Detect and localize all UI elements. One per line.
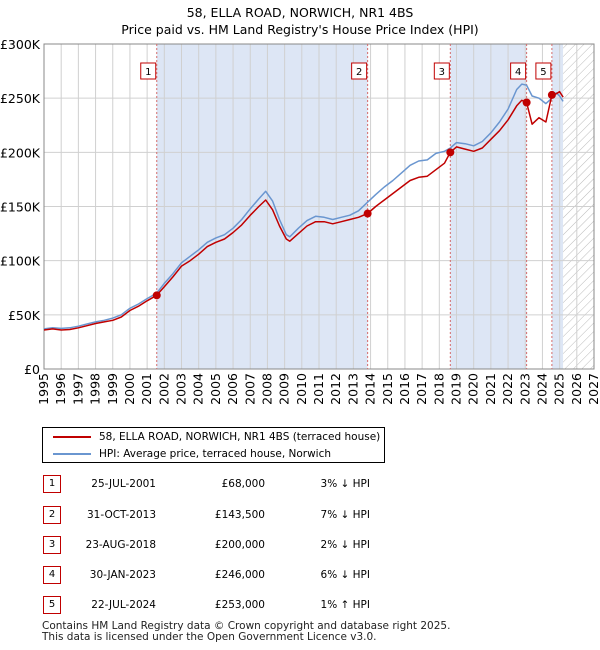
- table-row: 3 23-AUG-2018 £200,000 2% ↓ HPI: [0, 536, 600, 556]
- annotation-label: 1: [145, 67, 151, 78]
- table-row: 1 25-JUL-2001 £68,000 3% ↓ HPI: [0, 475, 600, 495]
- transaction-price: £68,000: [221, 478, 265, 490]
- x-tick-label: 2027: [586, 373, 600, 405]
- y-tick-label: £50K: [8, 308, 41, 323]
- transaction-hpi-diff: 7% ↓ HPI: [320, 509, 370, 521]
- x-tick-label: 2006: [225, 373, 240, 405]
- transaction-price: £143,500: [214, 509, 265, 521]
- transaction-hpi-diff: 1% ↑ HPI: [320, 599, 370, 611]
- transaction-date: 25-JUL-2001: [91, 478, 156, 490]
- x-tick-label: 2014: [363, 373, 378, 405]
- x-tick-label: 2015: [380, 373, 395, 405]
- table-row: 5 22-JUL-2024 £253,000 1% ↑ HPI: [0, 596, 600, 616]
- legend-price-swatch: [53, 436, 91, 438]
- transaction-number: 5: [43, 596, 61, 614]
- table-row: 4 30-JAN-2023 £246,000 6% ↓ HPI: [0, 566, 600, 586]
- transaction-number: 1: [43, 475, 61, 493]
- x-tick-label: 1996: [53, 373, 68, 405]
- table-row: 2 31-OCT-2013 £143,500 7% ↓ HPI: [0, 506, 600, 526]
- sale-point: [547, 90, 556, 99]
- annotation-box: [535, 62, 552, 80]
- x-tick-label: 2025: [552, 373, 567, 405]
- footer-line-2: This data is licensed under the Open Gov…: [42, 631, 377, 643]
- chart-title: 58, ELLA ROAD, NORWICH, NR1 4BS Price pa…: [0, 4, 600, 38]
- transaction-price: £253,000: [214, 599, 265, 611]
- x-tick-label: 2002: [156, 373, 171, 405]
- x-tick-label: 2005: [208, 373, 223, 405]
- x-tick-label: 2017: [414, 373, 429, 405]
- sale-point: [446, 148, 455, 157]
- x-tick-label: 2023: [517, 373, 532, 405]
- annotation-label: 3: [439, 67, 445, 78]
- price-paid-line: [43, 90, 564, 331]
- x-tick-label: 1999: [105, 373, 120, 405]
- transaction-price: £246,000: [214, 569, 265, 581]
- transaction-date: 31-OCT-2013: [87, 509, 156, 521]
- x-tick-label: 2024: [534, 373, 549, 405]
- transaction-number: 4: [43, 566, 61, 584]
- y-tick-label: £200K: [0, 145, 41, 160]
- x-tick-label: 1998: [88, 373, 103, 405]
- x-tick-label: 2021: [483, 373, 498, 405]
- x-tick-label: 2019: [449, 373, 464, 405]
- plot-frame: [43, 43, 595, 370]
- annotation-label: 5: [540, 67, 546, 78]
- x-tick-label: 2022: [500, 373, 515, 405]
- legend-price-label: 58, ELLA ROAD, NORWICH, NR1 4BS (terrace…: [99, 431, 381, 443]
- annotation-box: [140, 62, 157, 80]
- sale-point: [152, 291, 161, 300]
- title-line-1: 58, ELLA ROAD, NORWICH, NR1 4BS: [186, 5, 414, 20]
- transaction-date: 30-JAN-2023: [89, 569, 156, 581]
- transaction-number: 2: [43, 506, 61, 524]
- sale-point: [522, 98, 531, 107]
- y-tick-label: £100K: [0, 254, 41, 269]
- transaction-number: 3: [43, 536, 61, 554]
- transaction-date: 22-JUL-2024: [91, 599, 156, 611]
- x-tick-label: 2008: [259, 373, 274, 405]
- x-tick-label: 2011: [311, 373, 326, 405]
- legend-hpi-label: HPI: Average price, terraced house, Norw…: [99, 448, 332, 460]
- x-tick-label: 2004: [191, 373, 206, 405]
- y-tick-label: £300K: [0, 37, 41, 52]
- y-tick-label: £250K: [0, 91, 41, 106]
- transaction-date: 23-AUG-2018: [85, 539, 156, 551]
- x-tick-label: 2010: [294, 373, 309, 405]
- annotation-label: 4: [515, 67, 521, 78]
- annotation-label: 2: [356, 67, 362, 78]
- x-tick-label: 2000: [122, 373, 137, 405]
- x-tick-label: 2018: [431, 373, 446, 405]
- footer-attribution: Contains HM Land Registry data © Crown c…: [42, 621, 450, 643]
- transaction-price: £200,000: [214, 539, 265, 551]
- x-tick-label: 2026: [569, 373, 584, 405]
- footer-line-1: Contains HM Land Registry data © Crown c…: [42, 620, 451, 632]
- x-tick-label: 2007: [242, 373, 257, 405]
- x-tick-label: 2020: [466, 373, 481, 405]
- annotation-box: [433, 62, 450, 80]
- title-line-2: Price paid vs. HM Land Registry's House …: [121, 22, 479, 37]
- x-tick-label: 2012: [328, 373, 343, 405]
- legend-hpi-swatch: [53, 453, 91, 455]
- chart-legend: 58, ELLA ROAD, NORWICH, NR1 4BS (terrace…: [42, 427, 385, 463]
- x-tick-label: 1995: [36, 373, 51, 405]
- x-tick-label: 2009: [277, 373, 292, 405]
- x-tick-label: 1997: [70, 373, 85, 405]
- hpi-line: [43, 83, 564, 330]
- x-tick-label: 2001: [139, 373, 154, 405]
- transaction-hpi-diff: 6% ↓ HPI: [320, 569, 370, 581]
- annotation-box: [351, 62, 368, 80]
- y-tick-label: £150K: [0, 200, 41, 215]
- transaction-hpi-diff: 3% ↓ HPI: [320, 478, 370, 490]
- transaction-hpi-diff: 2% ↓ HPI: [320, 539, 370, 551]
- y-tick-label: £0: [24, 362, 40, 377]
- annotation-box: [510, 62, 527, 80]
- x-tick-label: 2013: [345, 373, 360, 405]
- x-tick-label: 2016: [397, 373, 412, 405]
- sale-point: [363, 209, 372, 218]
- x-tick-label: 2003: [174, 373, 189, 405]
